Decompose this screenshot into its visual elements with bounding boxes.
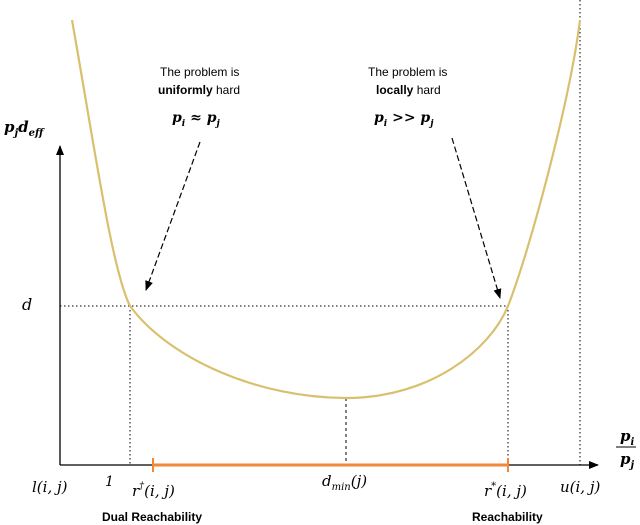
x-axis-label-numerator: pi [620, 427, 635, 448]
x-tick-u: u(i, j) [560, 478, 600, 496]
right-annotation-line2: locally hard [376, 83, 441, 97]
y-axis-label: pjdeff [4, 118, 45, 139]
left-annotation-line1: The problem is [160, 65, 239, 79]
x-tick-r-star: r*(i, j) [484, 481, 527, 500]
right-annotation-line1: The problem is [368, 65, 447, 79]
left-annotation-math: pi ≈ pj [172, 110, 221, 129]
left-annotation-line2: uniformly hard [158, 83, 240, 97]
reachability-label: Reachability [472, 510, 543, 524]
x-tick-d-min: dmin(j) [322, 472, 367, 493]
x-tick-1: 1 [105, 474, 114, 490]
left-annotation-arrow [145, 141, 201, 291]
right-annotation-arrow [451, 137, 502, 299]
right-annotation-math: pi >> pj [374, 110, 434, 129]
x-tick-r-dagger: r†(i, j) [132, 481, 175, 500]
x-axis-label-denominator: pj [620, 450, 635, 471]
cost-curve [70, 19, 582, 400]
dual-reachability-label: Dual Reachability [102, 510, 202, 524]
y-tick-d: d [22, 295, 32, 314]
x-tick-l: l(i, j) [32, 478, 68, 496]
